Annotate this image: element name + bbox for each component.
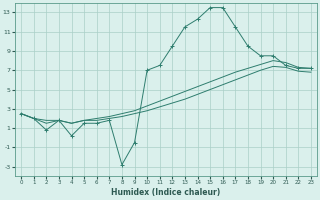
X-axis label: Humidex (Indice chaleur): Humidex (Indice chaleur) [111, 188, 221, 197]
